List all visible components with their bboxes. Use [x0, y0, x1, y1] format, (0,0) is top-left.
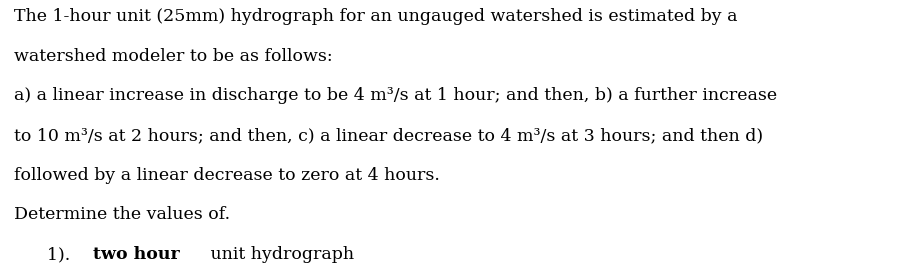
Text: two hour: two hour — [94, 246, 180, 263]
Text: watershed modeler to be as follows:: watershed modeler to be as follows: — [14, 48, 332, 65]
Text: a) a linear increase in discharge to be 4 m³/s at 1 hour; and then, b) a further: a) a linear increase in discharge to be … — [14, 87, 777, 104]
Text: 1).: 1). — [14, 246, 75, 263]
Text: unit hydrograph: unit hydrograph — [206, 246, 354, 263]
Text: followed by a linear decrease to zero at 4 hours.: followed by a linear decrease to zero at… — [14, 167, 440, 184]
Text: The 1-hour unit (25mm) hydrograph for an ungauged watershed is estimated by a: The 1-hour unit (25mm) hydrograph for an… — [14, 8, 737, 25]
Text: to 10 m³/s at 2 hours; and then, c) a linear decrease to 4 m³/s at 3 hours; and : to 10 m³/s at 2 hours; and then, c) a li… — [14, 127, 763, 144]
Text: Determine the values of.: Determine the values of. — [14, 206, 230, 223]
